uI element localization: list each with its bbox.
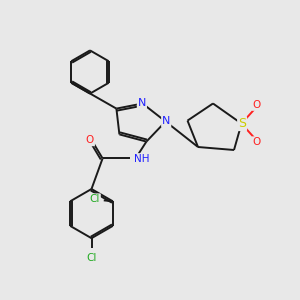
Text: Cl: Cl [90, 194, 100, 204]
Text: Cl: Cl [86, 253, 97, 263]
Text: N: N [162, 116, 170, 127]
Text: O: O [86, 135, 94, 146]
Text: O: O [252, 137, 261, 147]
Text: S: S [238, 117, 246, 130]
Text: O: O [252, 100, 261, 110]
Text: NH: NH [134, 154, 150, 164]
Text: N: N [138, 98, 146, 108]
